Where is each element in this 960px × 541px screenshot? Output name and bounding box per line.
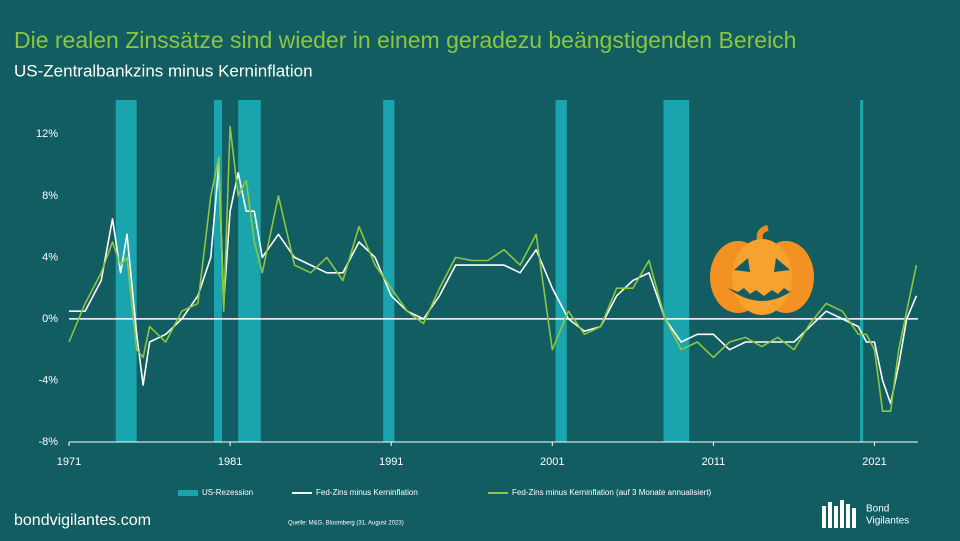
recession-band xyxy=(383,100,395,442)
chart-subtitle: US-Zentralbankzins minus Kerninflation xyxy=(14,61,313,80)
x-tick-label: 1991 xyxy=(379,456,403,468)
pumpkin xyxy=(710,225,814,315)
y-tick-label: 8% xyxy=(42,190,58,202)
recession-band xyxy=(663,100,690,442)
plot: -8% -4% 0% 4% 8% 12% 1971 1981 1991 2001 2011 2021 xyxy=(36,100,918,468)
x-tick-label: 2021 xyxy=(862,456,886,468)
x-tick-label: 1971 xyxy=(57,456,81,468)
brand-line: Bond xyxy=(866,504,889,515)
recession-band xyxy=(213,100,223,442)
y-tick-label: -4% xyxy=(38,374,58,386)
x-tick-label: 2001 xyxy=(540,456,564,468)
y-tick-label: 4% xyxy=(42,251,58,263)
recession-band xyxy=(115,100,137,442)
chart-title: Die realen Zinssätze sind wieder in eine… xyxy=(14,27,796,53)
legend-label: US-Rezession xyxy=(202,488,253,497)
x-tick-label: 1981 xyxy=(218,456,242,468)
recession-band xyxy=(860,100,864,442)
y-tick-label: -8% xyxy=(38,436,58,448)
y-tick-label: 0% xyxy=(42,313,58,325)
legend-swatch xyxy=(178,490,198,496)
source: Quelle: M&G, Bloomberg (31. August 2023) xyxy=(288,521,404,527)
recession-band xyxy=(555,100,567,442)
recession-band xyxy=(238,100,261,442)
logo: Bond Vigilantes xyxy=(822,500,909,528)
series-line xyxy=(68,125,918,412)
website: bondvigilantes.com xyxy=(14,512,151,529)
y-tick-label: 12% xyxy=(36,128,58,140)
legend-label: Fed-Zins minus Kerninflation (auf 3 Mona… xyxy=(512,488,712,497)
legend-label: Fed-Zins minus Kerninflation xyxy=(316,488,418,497)
x-tick-label: 2011 xyxy=(702,456,726,468)
brand-line: Vigilantes xyxy=(866,516,909,527)
